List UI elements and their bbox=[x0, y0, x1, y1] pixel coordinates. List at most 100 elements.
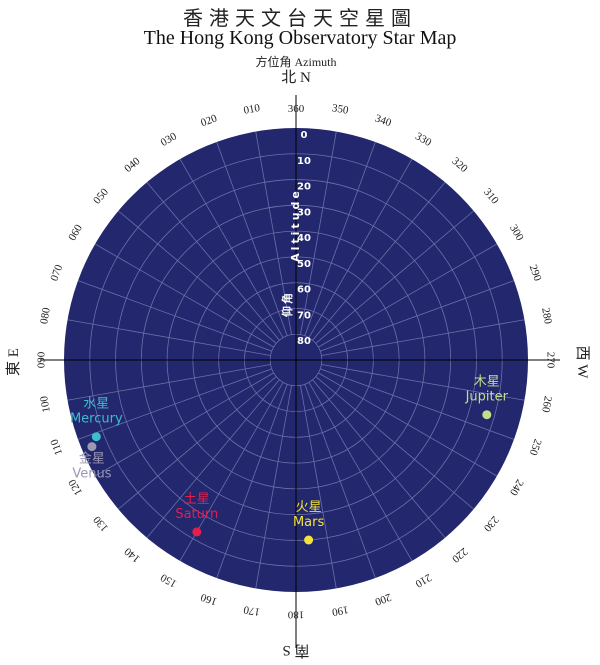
azimuth-spoke bbox=[77, 368, 272, 440]
azimuth-tick-label: 060 bbox=[66, 222, 85, 243]
azimuth-tick-label: 220 bbox=[449, 545, 470, 565]
azimuth-spoke bbox=[320, 368, 515, 440]
azimuth-tick-label: 010 bbox=[243, 102, 262, 117]
direction-east: 東 E bbox=[5, 348, 22, 376]
planet-mars-name-en: Mars bbox=[293, 515, 325, 530]
azimuth-tick-label: 130 bbox=[91, 513, 111, 534]
azimuth-spoke bbox=[118, 376, 277, 510]
azimuth-tick-label: 140 bbox=[122, 545, 143, 565]
azimuth-tick-label: 020 bbox=[199, 112, 219, 129]
azimuth-spoke bbox=[304, 384, 376, 579]
azimuth-tick-label: 260 bbox=[539, 395, 554, 414]
planet-jupiter-dot[interactable] bbox=[482, 410, 492, 420]
direction-north: 北 N bbox=[281, 69, 311, 86]
azimuth-tick-label: 090 bbox=[36, 351, 48, 368]
planet-mercury-name-en: Mercury bbox=[70, 412, 123, 427]
planet-saturn-dot[interactable] bbox=[192, 527, 202, 537]
azimuth-tick-label: 200 bbox=[373, 591, 393, 608]
altitude-tick-label: 40 bbox=[297, 233, 311, 244]
direction-south: 南 S bbox=[282, 642, 309, 659]
azimuth-tick-label: 240 bbox=[507, 477, 526, 498]
azimuth-spoke bbox=[94, 243, 274, 348]
azimuth-spoke bbox=[318, 243, 498, 348]
azimuth-spoke bbox=[146, 379, 280, 538]
planet-mercury-dot[interactable] bbox=[91, 432, 101, 442]
altitude-tick-label: 30 bbox=[297, 207, 311, 218]
azimuth-tick-label: 290 bbox=[527, 263, 544, 283]
azimuth-tick-label: 100 bbox=[38, 395, 53, 414]
azimuth-spoke bbox=[146, 182, 280, 341]
azimuth-spoke bbox=[300, 385, 337, 589]
direction-west: 西 W bbox=[574, 346, 590, 380]
azimuth-spoke bbox=[216, 141, 288, 336]
azimuth-spoke bbox=[94, 372, 274, 477]
azimuth-tick-label: 180 bbox=[287, 608, 304, 620]
page-title-chinese: 香港天文台天空星圖 bbox=[183, 6, 417, 30]
azimuth-spoke bbox=[315, 376, 474, 510]
altitude-tick-label: 0 bbox=[301, 130, 308, 141]
altitude-tick-label: 50 bbox=[297, 259, 311, 270]
altitude-axis-label-chinese: 仰角 bbox=[280, 291, 294, 317]
azimuth-tick-label: 280 bbox=[539, 307, 554, 326]
planet-mars-dot[interactable] bbox=[304, 535, 314, 545]
azimuth-tick-label: 270 bbox=[544, 352, 556, 369]
altitude-axis-label: Altitude bbox=[289, 188, 302, 262]
planet-venus-name-en: Venus bbox=[72, 467, 111, 482]
planet-jupiter-name-en: Jupiter bbox=[465, 390, 509, 405]
altitude-tick-label: 10 bbox=[297, 156, 311, 167]
azimuth-spoke bbox=[216, 384, 288, 579]
azimuth-spoke bbox=[312, 182, 446, 341]
azimuth-tick-label: 110 bbox=[48, 437, 65, 457]
planet-saturn-name-en: Saturn bbox=[175, 507, 218, 522]
azimuth-spoke bbox=[67, 319, 271, 356]
planet-venus-name-zh: 金星 bbox=[79, 451, 105, 467]
azimuth-tick-label: 310 bbox=[481, 186, 501, 207]
azimuth-spoke bbox=[300, 131, 337, 335]
azimuth-tick-label: 330 bbox=[413, 130, 434, 149]
planet-mars-name-zh: 火星 bbox=[296, 500, 322, 515]
azimuth-tick-label: 230 bbox=[481, 513, 501, 534]
azimuth-spoke bbox=[312, 379, 446, 538]
altitude-tick-label: 20 bbox=[297, 182, 311, 193]
altitude-tick-labels: 0 10 20 30 40 50 60 70 80 bbox=[297, 130, 311, 347]
planet-saturn-name-zh: 土星 bbox=[184, 492, 210, 507]
azimuth-spoke bbox=[315, 210, 474, 344]
azimuth-spoke bbox=[179, 158, 284, 338]
azimuth-spoke bbox=[308, 158, 413, 338]
azimuth-tick-label: 300 bbox=[507, 223, 526, 244]
altitude-tick-label: 70 bbox=[297, 310, 311, 321]
azimuth-tick-label: 050 bbox=[91, 186, 111, 207]
azimuth-spoke bbox=[255, 131, 292, 335]
planet-mercury-name-zh: 水星 bbox=[83, 397, 109, 412]
azimuth-tick-label: 250 bbox=[527, 437, 544, 457]
azimuth-spoke bbox=[255, 385, 292, 589]
azimuth-tick-label: 160 bbox=[199, 591, 219, 608]
azimuth-tick-label: 170 bbox=[242, 603, 261, 618]
azimuth-tick-label: 040 bbox=[122, 155, 143, 175]
azimuth-tick-label: 080 bbox=[38, 306, 53, 325]
azimuth-spoke bbox=[67, 364, 271, 401]
azimuth-spoke bbox=[118, 210, 277, 344]
page-title-english: The Hong Kong Observatory Star Map bbox=[143, 27, 457, 49]
azimuth-tick-label: 320 bbox=[449, 155, 470, 175]
azimuth-spoke bbox=[77, 280, 272, 352]
azimuth-axis-label: 方位角 Azimuth bbox=[256, 54, 337, 69]
azimuth-tick-label: 190 bbox=[331, 603, 350, 618]
azimuth-spoke bbox=[304, 141, 376, 336]
azimuth-tick-label: 070 bbox=[48, 263, 65, 283]
azimuth-tick-label: 030 bbox=[159, 130, 180, 149]
azimuth-tick-label: 340 bbox=[373, 112, 393, 129]
planet-jupiter-name-zh: 木星 bbox=[474, 375, 500, 390]
azimuth-spoke bbox=[320, 280, 515, 352]
azimuth-spoke bbox=[321, 364, 525, 401]
azimuth-tick-label: 210 bbox=[413, 571, 434, 590]
planet-venus-dot[interactable] bbox=[87, 442, 97, 452]
azimuth-tick-label: 150 bbox=[158, 571, 179, 590]
azimuth-tick-label: 350 bbox=[331, 102, 350, 117]
